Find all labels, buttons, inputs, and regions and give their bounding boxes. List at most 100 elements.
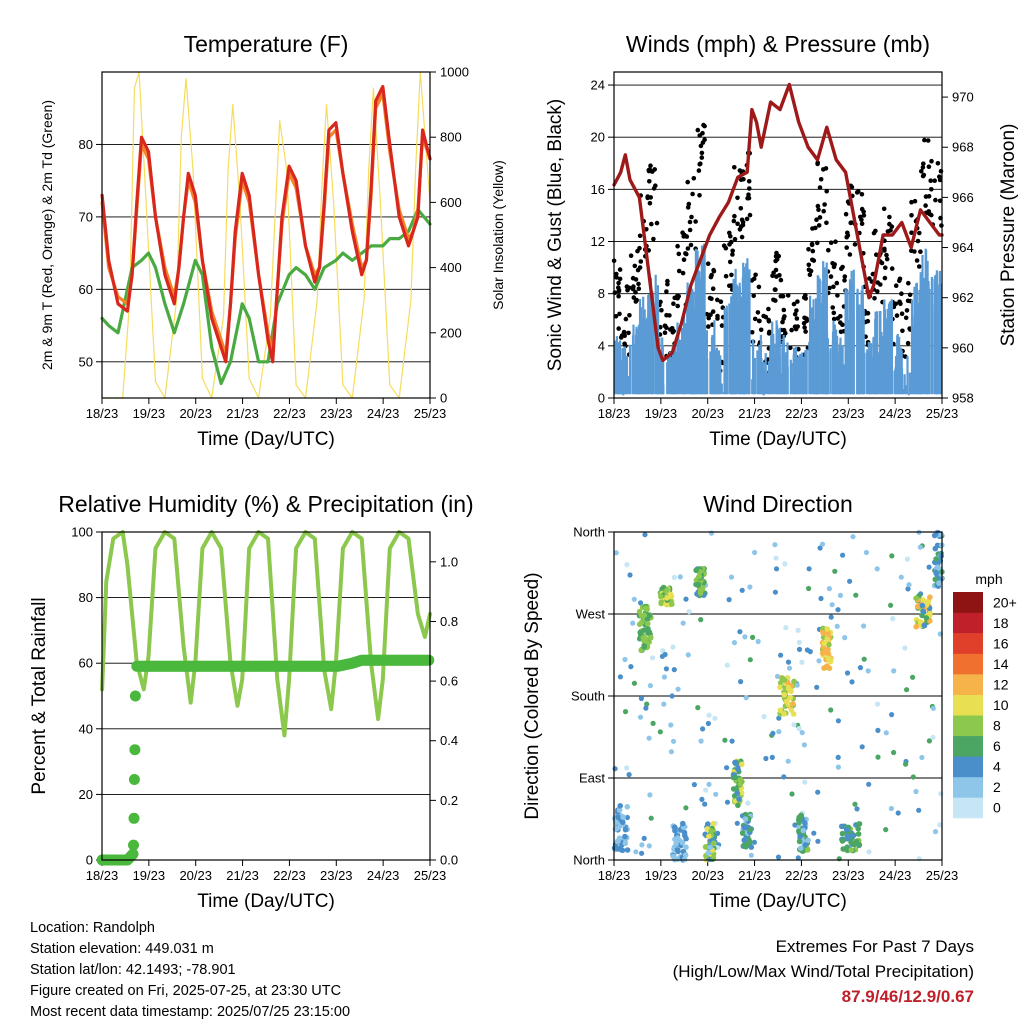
wind-direction-point	[631, 680, 638, 686]
wind-direction-point	[834, 623, 840, 629]
humidity-xlabel: Time (Day/UTC)	[197, 891, 335, 912]
wind-direction-point	[814, 684, 820, 690]
winds-gust-point	[651, 236, 656, 242]
wind-direction-point	[732, 759, 738, 766]
winds-gust-point	[811, 258, 817, 263]
winds-gust-point	[668, 327, 673, 332]
winds-gust-point	[706, 315, 711, 321]
colorbar-label: 0	[993, 800, 1001, 816]
wind-direction-point	[702, 801, 708, 807]
wind-direction-point	[785, 685, 792, 691]
wind-direction-point	[669, 601, 675, 607]
winds-gust-point	[755, 310, 761, 315]
wind-direction-point	[741, 824, 748, 831]
winds-gust-point	[636, 286, 642, 292]
winds-gust-point	[922, 137, 927, 143]
temperature-xtick-label: 24/23	[367, 406, 400, 421]
wind-direction-point	[839, 823, 845, 830]
wind-direction-xtick-label: 18/23	[598, 868, 631, 883]
wind-direction-point	[642, 532, 648, 538]
wind-direction-point	[735, 802, 741, 809]
winds-gust-point	[689, 214, 694, 220]
winds-gust-point	[665, 278, 670, 284]
winds-gust-point	[785, 293, 791, 298]
winds-ytick-left-label: 20	[591, 130, 605, 145]
wind-direction-point	[796, 639, 803, 645]
winds-ytick-left-label: 12	[591, 234, 605, 249]
wind-direction-point	[874, 566, 880, 572]
winds-gust-point	[918, 249, 923, 254]
winds-gust-point	[889, 266, 895, 271]
wind-direction-point	[840, 552, 846, 558]
winds-gust-point	[915, 238, 921, 244]
extremes-values: 87.9/46/12.9/0.67	[841, 987, 974, 1006]
temperature-ytick-right-label: 0	[440, 391, 447, 406]
wind-direction-point	[747, 839, 753, 845]
winds-gust-point	[815, 203, 821, 209]
winds-gust-point	[751, 293, 756, 299]
wind-direction-point	[788, 707, 795, 713]
wind-direction-point	[708, 530, 715, 536]
humidity-precip-point	[129, 744, 141, 756]
winds-gust-point	[835, 293, 840, 298]
winds-gust-point	[906, 280, 911, 286]
wind-direction-xtick-label: 19/23	[645, 868, 678, 883]
wind-direction-point	[705, 850, 712, 856]
winds-gust-point	[687, 219, 693, 225]
wind-direction-point	[802, 842, 809, 848]
winds-gust-point	[647, 200, 653, 206]
winds-gust-point	[752, 316, 758, 322]
winds-gust-point	[929, 187, 934, 192]
humidity-precip-point	[128, 812, 140, 824]
wind-direction-point	[875, 754, 881, 760]
wind-direction-point	[844, 836, 851, 842]
winds-gust-point	[823, 166, 829, 171]
wind-direction-point	[617, 674, 624, 680]
temperature-panel: Temperature (F) 18/23 19/23 20/23 21/23 22/23…	[39, 31, 506, 450]
winds-xtick-label: 21/23	[738, 406, 771, 421]
wind-direction-point	[821, 640, 828, 647]
winds-gust-point	[793, 326, 799, 332]
winds-gust-point	[662, 323, 668, 329]
wind-direction-point	[710, 820, 717, 827]
colorbar-label: 14	[993, 656, 1009, 672]
temperature-ytick-left-label: 60	[79, 282, 93, 297]
winds-gust-point	[816, 207, 821, 212]
winds-gust-point	[937, 177, 943, 183]
wind-direction-point	[852, 801, 858, 807]
wind-direction-point	[661, 674, 668, 680]
wind-direction-point	[874, 701, 881, 707]
winds-gust-point	[900, 328, 905, 334]
humidity-precip-point	[129, 690, 141, 702]
winds-gust-point	[845, 230, 850, 236]
winds-gust-point	[685, 205, 691, 210]
winds-gust-point	[735, 221, 740, 227]
winds-gust-point	[697, 162, 702, 167]
wind-direction-point	[624, 814, 631, 821]
wind-direction-point	[636, 621, 643, 628]
winds-gust-point	[705, 261, 711, 267]
winds-gust-point	[920, 173, 926, 179]
winds-gust-point	[806, 262, 812, 268]
winds-gust-point	[925, 138, 931, 143]
temperature-xtick-label: 19/23	[133, 406, 166, 421]
wind-direction-point	[888, 602, 894, 608]
wind-direction-point	[622, 826, 629, 833]
winds-gust-point	[649, 221, 654, 227]
wind-direction-point	[829, 602, 835, 608]
wind-direction-point	[662, 651, 668, 658]
winds-gust-point	[916, 264, 922, 269]
winds-gust-point	[676, 268, 682, 274]
wind-direction-point	[861, 623, 867, 629]
wind-direction-point	[691, 782, 698, 788]
temperature-ylabel-right: Solar Insolation (Yellow)	[490, 160, 506, 310]
winds-gust-point	[751, 276, 757, 282]
wind-direction-point	[802, 779, 808, 785]
wind-direction-point	[713, 791, 719, 797]
latest-timestamp: Most recent data timestamp: 2025/07/25 2…	[30, 1004, 351, 1020]
wind-direction-point	[835, 764, 842, 770]
colorbar-swatch	[953, 653, 983, 675]
winds-xtick-label: 23/23	[832, 406, 865, 421]
humidity-ytick-right-label: 0.0	[440, 853, 458, 868]
wind-direction-point	[789, 791, 795, 797]
